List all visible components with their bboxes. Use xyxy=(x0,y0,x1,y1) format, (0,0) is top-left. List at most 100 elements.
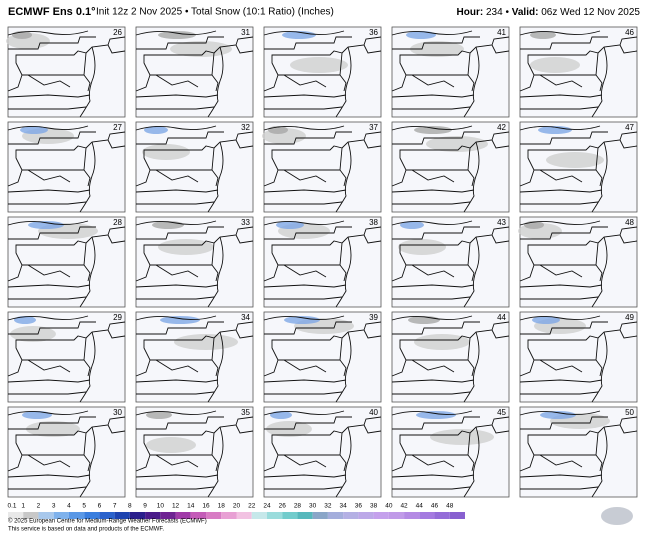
panel-background xyxy=(391,26,510,118)
snow-area xyxy=(14,316,36,324)
map-panel: 34 xyxy=(135,311,254,403)
map-panel: 32 xyxy=(135,121,254,213)
snow-area xyxy=(144,126,168,134)
valid-label: Valid: xyxy=(512,7,539,18)
color-swatch xyxy=(297,512,313,519)
snow-area xyxy=(532,316,560,324)
snow-area xyxy=(400,221,424,229)
color-swatch xyxy=(236,512,252,519)
color-swatch xyxy=(145,512,161,519)
panel-background xyxy=(135,26,254,118)
panel-background xyxy=(263,406,382,498)
panel-background xyxy=(7,406,126,498)
member-number: 48 xyxy=(625,218,634,227)
snow-area xyxy=(158,239,214,255)
member-number: 30 xyxy=(113,408,122,417)
panel-background xyxy=(135,311,254,403)
member-number: 39 xyxy=(369,313,378,322)
map-panel: 45 xyxy=(391,406,510,498)
snow-area xyxy=(146,437,196,453)
map-panel: 42 xyxy=(391,121,510,213)
colorbar-label: 8 xyxy=(128,503,132,510)
colorbar-label: 36 xyxy=(355,503,363,510)
color-swatch xyxy=(190,512,207,519)
colorbar-label: 9 xyxy=(143,503,147,510)
snow-area xyxy=(22,411,52,419)
panel-background xyxy=(135,121,254,213)
member-number: 43 xyxy=(497,218,506,227)
member-number: 44 xyxy=(497,313,506,322)
separator: • xyxy=(505,7,511,18)
colorbar-label: 1 xyxy=(21,503,25,510)
map-panel: 27 xyxy=(7,121,126,213)
colorbar-label: 44 xyxy=(416,503,424,510)
color-swatch xyxy=(343,512,359,519)
map-panel: 44 xyxy=(391,311,510,403)
snow-area xyxy=(276,221,304,229)
color-swatch xyxy=(68,512,85,519)
colorbar-label: 2 xyxy=(37,503,41,510)
hour: 234 xyxy=(486,7,503,18)
run-info: Init 12z 2 Nov 2025 • Total Snow (10:1 R… xyxy=(96,7,334,18)
map-panel: 31 xyxy=(135,26,254,118)
colorbar-label: 48 xyxy=(446,503,454,510)
colorbar-label: 46 xyxy=(431,503,439,510)
snow-area xyxy=(160,316,200,324)
panel-background xyxy=(135,216,254,308)
copyright: © 2025 European Centre for Medium-Range … xyxy=(8,518,207,525)
valid-time: Hour: 234 • Valid: 06z Wed 12 Nov 2025 xyxy=(457,7,641,18)
colorbar-label: 28 xyxy=(294,503,302,510)
map-panel: 47 xyxy=(519,121,638,213)
colorbar-label: 7 xyxy=(113,503,117,510)
snow-area xyxy=(530,57,580,73)
map-panel: 46 xyxy=(519,26,638,118)
snow-area xyxy=(540,411,576,419)
colorbar-label: 24 xyxy=(263,503,271,510)
snow-area xyxy=(426,136,488,152)
panel-background xyxy=(7,311,126,403)
member-number: 34 xyxy=(241,313,250,322)
snow-area xyxy=(416,411,456,419)
color-swatch xyxy=(53,512,69,519)
color-swatch xyxy=(206,512,222,519)
color-swatch xyxy=(327,512,344,519)
member-number: 27 xyxy=(113,123,122,132)
map-panel: 41 xyxy=(391,26,510,118)
colorbar-label: 5 xyxy=(82,503,86,510)
member-number: 38 xyxy=(369,218,378,227)
colorbar-label: 10 xyxy=(157,503,165,510)
panel-background xyxy=(391,406,510,498)
snow-area xyxy=(546,152,604,168)
map-panel: 48 xyxy=(518,216,638,308)
colorbar-label: 26 xyxy=(279,503,287,510)
color-swatch xyxy=(266,512,283,519)
colorbar-label: 38 xyxy=(370,503,378,510)
member-number: 35 xyxy=(241,408,250,417)
map-panel: 26 xyxy=(6,26,126,118)
panel-background xyxy=(391,311,510,403)
map-panel: 40 xyxy=(263,406,382,498)
colorbar-label: 18 xyxy=(218,503,226,510)
snow-area xyxy=(414,334,470,350)
hour-label: Hour: xyxy=(457,7,484,18)
color-swatch xyxy=(388,512,405,519)
snow-area xyxy=(282,31,316,39)
member-number: 33 xyxy=(241,218,250,227)
map-panel: 28 xyxy=(7,216,126,308)
map-panel: 50 xyxy=(519,406,638,498)
map-panel: 39 xyxy=(263,311,382,403)
member-number: 31 xyxy=(241,28,250,37)
map-panel: 38 xyxy=(263,216,382,308)
color-swatch xyxy=(282,512,298,519)
panel-grid: 26 27 28 29 30 31 32 33 34 35 36 37 38 39 40 41 42 43 44 45… xyxy=(6,26,638,498)
map-panel: 33 xyxy=(135,216,254,308)
color-swatch xyxy=(251,512,267,519)
colorbar-label: 40 xyxy=(385,503,393,510)
colorbar-label: 32 xyxy=(324,503,332,510)
snow-area xyxy=(398,239,446,255)
colorbar-label: 12 xyxy=(172,503,180,510)
snow-area xyxy=(290,57,348,73)
map-panel: 49 xyxy=(519,311,638,403)
color-swatch xyxy=(23,512,39,519)
